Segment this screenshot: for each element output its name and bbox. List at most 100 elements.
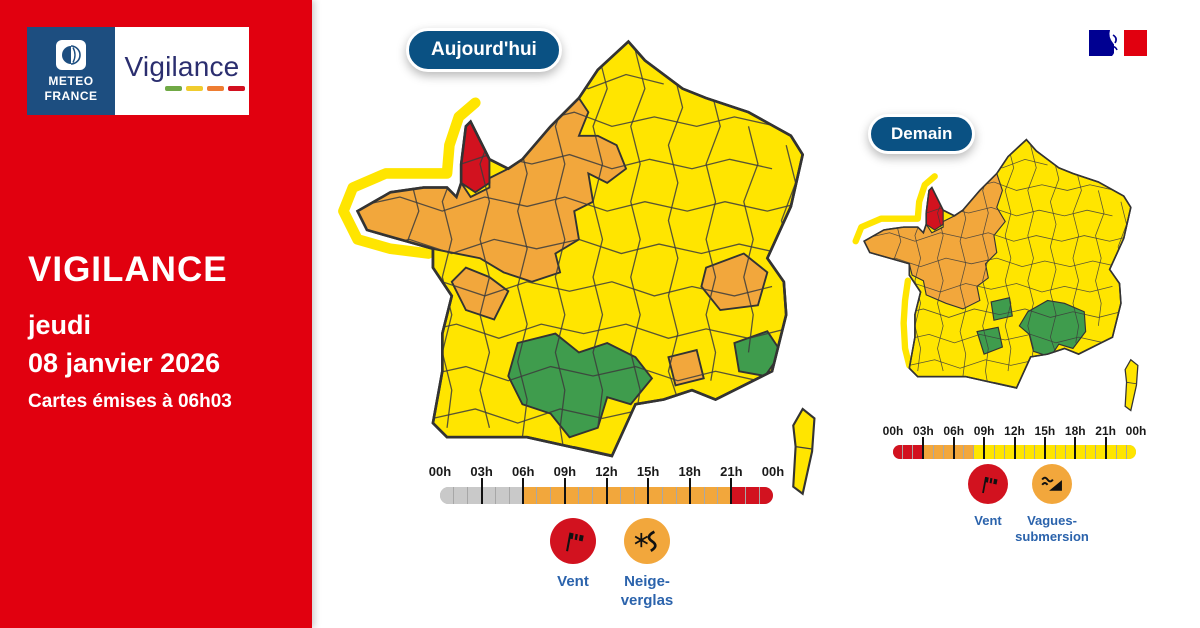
timeline-tick-label: 21h: [720, 464, 743, 479]
timeline-hour-cell: [453, 487, 467, 504]
timeline-tick-mark: [480, 478, 483, 504]
timeline-hour-cell: [994, 445, 1004, 459]
timeline-hour-cell: [1025, 445, 1035, 459]
meteo-france-globe-icon: [56, 39, 86, 70]
timeline-bar: [893, 437, 1136, 459]
timeline-hour-cell: [440, 487, 453, 504]
timeline-hour-cell: [984, 445, 994, 459]
timeline-bar: [440, 478, 773, 504]
timeline-hour-cell: [732, 487, 746, 504]
timeline-hour-cell: [467, 487, 481, 504]
timeline-tick-label: 18h: [1064, 424, 1086, 438]
timeline-hour-cell: [1116, 445, 1126, 459]
timeline-hour-cell: [620, 487, 634, 504]
timeline-hour-cell: [923, 445, 933, 459]
timeline-tick-label: 03h: [470, 464, 493, 479]
timeline-tick-mark: [1043, 437, 1046, 459]
legend-label: Vent: [974, 513, 1002, 528]
vigilance-color-bar: [186, 86, 203, 91]
timeline-hour-cell: [509, 487, 523, 504]
meteo-france-logo: METEO FRANCE: [27, 27, 115, 115]
timeline-hour-cell: [1045, 445, 1055, 459]
timeline-hour-cell: [634, 487, 648, 504]
vigilance-color-bar: [165, 86, 182, 91]
timeline-tick-mark: [1013, 437, 1016, 459]
legend-label: Vent: [557, 573, 589, 590]
timeline-hour-cell: [523, 487, 537, 504]
timeline-hour-cell: [964, 445, 974, 459]
legend-tomorrow: Vent Vagues-submersion: [956, 464, 1089, 546]
alert-zone-aveyron: [990, 296, 1013, 321]
legend-label: Vagues-submersion: [1015, 513, 1089, 545]
legend-item: Neige-verglas: [615, 518, 679, 611]
timeline-hour-cell: [1076, 445, 1086, 459]
timeline-hour-cell: [760, 487, 773, 504]
weekday-text: jeudi: [28, 310, 92, 340]
timeline-tick-label: 09h: [553, 464, 577, 479]
timeline-hour-cell: [903, 445, 913, 459]
coastal-vigilance-band: [338, 97, 481, 259]
legend-label: Neige-verglas: [620, 573, 674, 609]
meteo-france-logo-line1: METEO: [48, 73, 94, 88]
timeline-tick-label: 12h: [1004, 424, 1025, 438]
france-government-flag-icon: [1086, 26, 1150, 60]
timeline-hour-cell: [607, 487, 620, 504]
windsock-icon: [550, 518, 596, 564]
timeline-tick-label: 00h: [428, 464, 452, 479]
coastal-vigilance-band: [852, 173, 938, 245]
timeline-hour-cell: [593, 487, 607, 504]
vigilance-color-bar: [207, 86, 224, 91]
timeline-hour-cell: [943, 445, 954, 459]
timeline-hour-cell: [662, 487, 676, 504]
corsica: [792, 407, 816, 496]
timeline-tick-label: 09h: [973, 424, 995, 438]
alert-zone-vaucluse: [667, 348, 705, 387]
timeline-tick-label: 03h: [913, 424, 934, 438]
timeline-hour-cell: [1055, 445, 1065, 459]
timeline-tick-mark: [605, 478, 608, 504]
timeline-today: 00h 03h 06h 09h 12h 15h 18h 21h 00h: [429, 464, 784, 504]
timeline-hour-cell: [551, 487, 565, 504]
timeline-tick-label: 06h: [943, 424, 965, 438]
page-title: VIGILANCE: [28, 250, 228, 289]
timeline-hour-cell: [1086, 445, 1096, 459]
meteo-france-vigilance-logo: METEO FRANCE Vigilance: [27, 27, 249, 115]
timeline-tick-label: 15h: [636, 464, 660, 479]
timeline-hour-cell: [648, 487, 662, 504]
corsica: [1124, 358, 1139, 412]
timeline-hour-cell: [954, 445, 964, 459]
timeline-hour-cell: [1015, 445, 1025, 459]
meteo-france-logo-line2: FRANCE: [44, 88, 98, 103]
timeline-hour-cell: [974, 445, 984, 459]
vigilance-map-today: [338, 39, 816, 496]
timeline-hour-cell: [690, 487, 704, 504]
timeline-hour-cell: [579, 487, 593, 504]
timeline-tick-mark: [922, 437, 925, 459]
timeline-hour-cell: [746, 487, 760, 504]
alert-zone-charente-maritime: [450, 266, 510, 321]
issued-time-text: Cartes émises à 06h03: [28, 391, 232, 412]
timeline-tick-mark: [647, 478, 650, 504]
timeline-hour-cell: [718, 487, 732, 504]
timeline-tick-label: 00h: [761, 464, 785, 479]
timeline-hour-cell: [676, 487, 690, 504]
timeline-tick-mark: [1074, 437, 1077, 459]
timeline-tick-mark: [1104, 437, 1107, 459]
timeline-tick-label: 06h: [512, 464, 535, 479]
legend-item: Vent: [956, 464, 1020, 546]
timeline-tick-mark: [563, 478, 566, 504]
badge-tomorrow: Demain: [868, 114, 976, 154]
snow-ice-icon: [624, 518, 670, 564]
vigilance-map-tomorrow: [852, 138, 1139, 412]
vigilance-color-bar: [228, 86, 245, 91]
badge-today: Aujourd'hui: [406, 28, 562, 72]
timeline-hour-cell: [1065, 445, 1076, 459]
timeline-tick-label: 18h: [678, 464, 701, 479]
legend-item: Vagues-submersion: [1015, 464, 1089, 546]
timeline-hour-cell: [481, 487, 495, 504]
timeline-tick-mark: [730, 478, 733, 504]
timeline-hour-cell: [1126, 445, 1136, 459]
timeline-hour-cell: [565, 487, 579, 504]
timeline-tick-label: 12h: [595, 464, 618, 479]
legend-item: Vent: [541, 518, 605, 611]
